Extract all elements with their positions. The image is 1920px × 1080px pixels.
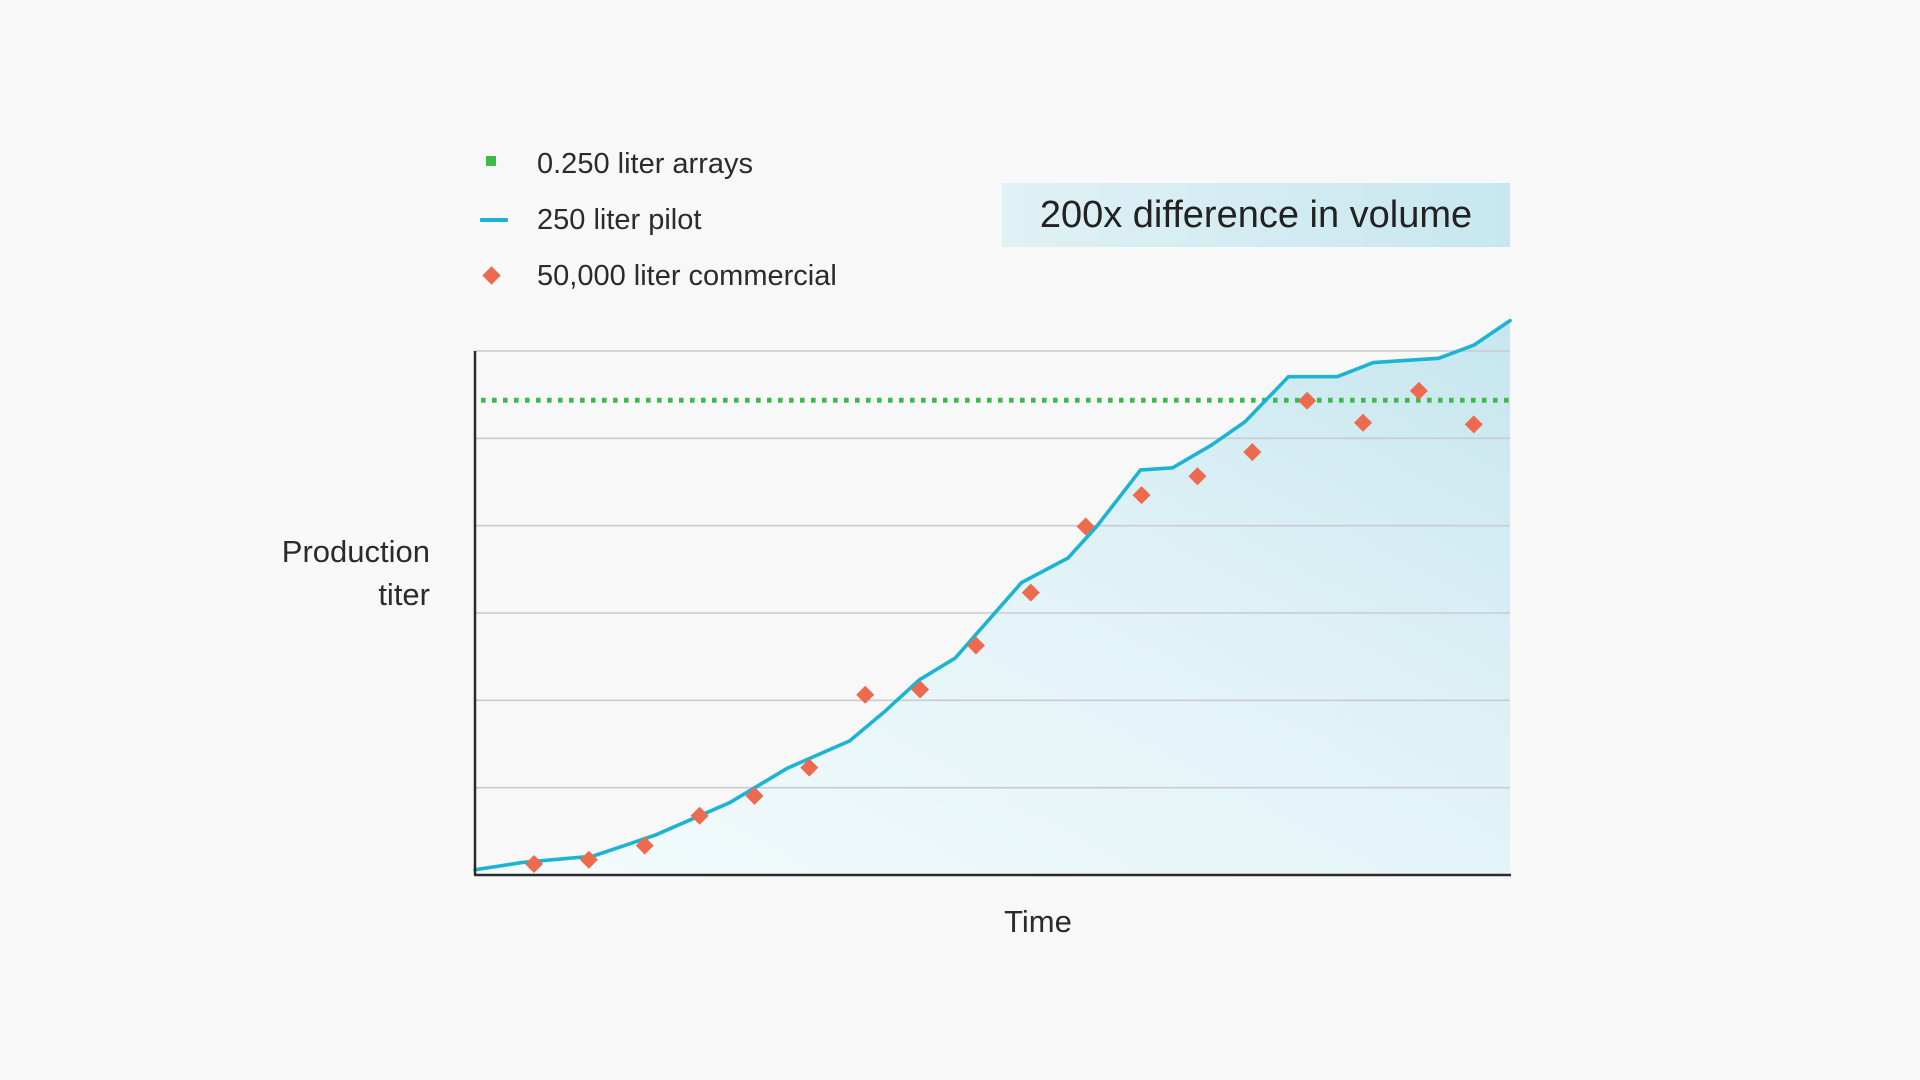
x-axis-label: Time: [1004, 904, 1072, 939]
commercial-data-point: [690, 806, 709, 825]
commercial-data-point: [1076, 517, 1095, 536]
y-axis-label: Production titer: [190, 530, 430, 616]
cyan-line-marker-icon: [480, 218, 508, 222]
legend-label-pilot: 250 liter pilot: [537, 204, 702, 236]
commercial-data-point: [1021, 583, 1040, 602]
legend-item-arrays: 0.250 liter arrays: [480, 136, 837, 192]
area-under-pilot-line: [475, 320, 1510, 875]
commercial-data-point: [1298, 391, 1317, 410]
pilot-series-line: [473, 318, 1512, 872]
commercial-data-point: [635, 836, 654, 855]
volume-difference-callout: 200x difference in volume: [1002, 183, 1510, 247]
commercial-data-point: [911, 680, 930, 699]
legend-item-commercial: 50,000 liter commercial: [480, 248, 837, 304]
legend-label-arrays: 0.250 liter arrays: [537, 148, 753, 180]
commercial-data-point: [524, 854, 543, 873]
commercial-data-point: [1409, 381, 1428, 400]
commercial-data-point: [1188, 467, 1207, 486]
commercial-data-point: [800, 758, 819, 777]
commercial-data-point: [1464, 415, 1483, 434]
y-axis-label-line-1: Production: [281, 534, 430, 569]
y-axis-label-line-2: titer: [378, 577, 430, 612]
legend-item-pilot: 250 liter pilot: [480, 192, 837, 248]
green-square-marker-icon: [486, 156, 496, 166]
commercial-data-point: [1243, 443, 1262, 462]
legend: 0.250 liter arrays 250 liter pilot 50,00…: [480, 136, 837, 304]
commercial-data-point: [745, 786, 764, 805]
commercial-data-point: [1354, 413, 1373, 432]
legend-label-commercial: 50,000 liter commercial: [537, 260, 837, 292]
orange-diamond-marker-icon: [482, 266, 501, 285]
commercial-data-point: [1132, 486, 1151, 505]
series-layer: [473, 318, 1512, 873]
commercial-data-point: [966, 636, 985, 655]
commercial-data-point: [856, 685, 875, 704]
commercial-data-point: [579, 850, 598, 869]
